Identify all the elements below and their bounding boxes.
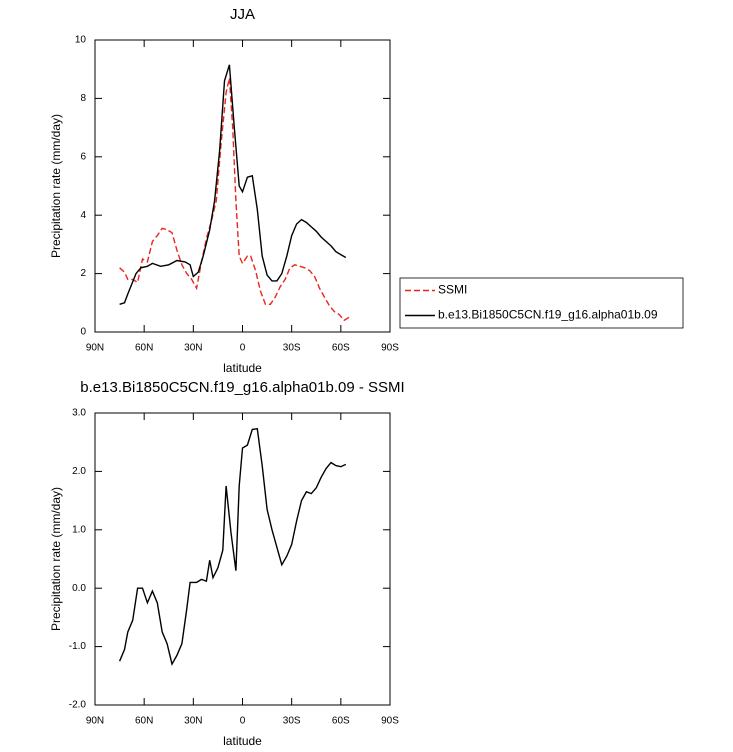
y-tick-label: 2	[80, 268, 86, 279]
x-tick-label: 60N	[135, 343, 153, 354]
x-tick-label: 60S	[332, 716, 350, 727]
x-tick-label: 90N	[86, 716, 104, 727]
plot-frame	[94, 39, 391, 333]
y-axis-label: Precipitation rate (mm/day)	[49, 487, 63, 631]
x-axis-label: latitude	[223, 361, 262, 375]
y-tick-label: 0	[80, 327, 86, 338]
x-tick-label: 90S	[381, 343, 399, 354]
x-tick-label: 0	[240, 343, 246, 354]
x-tick-label: 30N	[184, 716, 202, 727]
x-tick-label: 90N	[86, 343, 104, 354]
y-tick-label: 4	[80, 210, 86, 221]
y-tick-label: 0.0	[72, 583, 86, 594]
data-line	[119, 77, 350, 322]
y-tick-label: 1.0	[72, 524, 86, 535]
x-axis-label: latitude	[223, 734, 262, 748]
y-tick-label: 8	[80, 93, 86, 104]
x-tick-label: 60S	[332, 343, 350, 354]
y-tick-label: -2.0	[69, 700, 87, 711]
x-tick-label: 90S	[381, 716, 399, 727]
plot-frame	[94, 412, 391, 706]
y-tick-label: -1.0	[69, 641, 87, 652]
y-tick-label: 10	[75, 35, 87, 46]
legend-label: b.e13.Bi1850C5CN.f19_g16.alpha01b.09	[438, 308, 658, 322]
y-tick-label: 2.0	[72, 466, 86, 477]
x-tick-label: 30S	[283, 716, 301, 727]
chart-title: JJA	[230, 6, 255, 23]
chart-title: b.e13.Bi1850C5CN.f19_g16.alpha01b.09 - S…	[80, 379, 404, 396]
x-tick-label: 30N	[184, 343, 202, 354]
x-tick-label: 0	[240, 716, 246, 727]
x-tick-label: 60N	[135, 716, 153, 727]
legend-label: SSMI	[438, 283, 467, 297]
legend-box	[399, 277, 684, 329]
data-line	[119, 64, 347, 305]
y-axis-label: Precipitation rate (mm/day)	[49, 114, 63, 258]
y-tick-label: 3.0	[72, 408, 86, 419]
x-tick-label: 30S	[283, 343, 301, 354]
data-line	[118, 428, 347, 666]
y-tick-label: 6	[80, 151, 86, 162]
